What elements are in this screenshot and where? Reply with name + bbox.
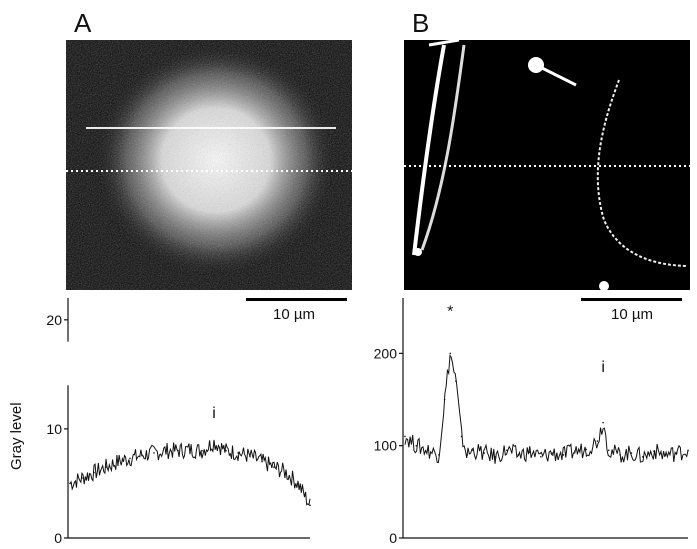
data-point — [506, 449, 508, 452]
data-trace — [404, 353, 689, 464]
chart-a: 0 10 20 i — [46, 298, 311, 546]
data-point — [129, 457, 131, 460]
data-point — [404, 435, 406, 438]
y-tick-label: 20 — [46, 312, 62, 328]
data-point — [619, 454, 621, 456]
data-point — [141, 454, 143, 456]
data-point — [540, 455, 542, 458]
data-point — [153, 452, 155, 454]
data-point — [249, 455, 251, 457]
data-point — [449, 352, 452, 355]
data-point — [528, 451, 531, 453]
data-point — [494, 455, 497, 458]
data-point — [237, 452, 239, 454]
data-point — [483, 452, 486, 454]
data-point — [309, 504, 311, 507]
data-point — [664, 454, 667, 456]
scale-bar-b — [581, 298, 682, 301]
micrograph-a-image — [66, 40, 352, 290]
micrograph-b-image — [404, 40, 690, 290]
data-point — [596, 440, 599, 442]
data-point — [460, 435, 463, 438]
y-tick-label: 100 — [374, 438, 398, 454]
data-point — [574, 450, 576, 453]
annotation-mark: i — [601, 359, 605, 376]
panel-label-b: B — [412, 8, 430, 38]
scale-bar-a — [246, 298, 347, 301]
y-axis-label: Gray level — [8, 402, 25, 470]
data-point — [630, 452, 633, 454]
data-point — [426, 449, 429, 452]
panel-label-a: A — [74, 8, 92, 38]
y-tick-label: 200 — [374, 345, 398, 361]
data-point — [117, 460, 119, 463]
data-point — [675, 452, 678, 454]
data-point — [472, 449, 474, 452]
data-trace — [69, 439, 311, 506]
data-point — [261, 460, 263, 463]
data-point — [653, 450, 655, 453]
data-point — [285, 471, 287, 474]
data-point — [177, 449, 179, 452]
data-point — [585, 448, 587, 451]
data-point — [165, 449, 167, 452]
y-tick-label: 10 — [46, 421, 62, 437]
annotation-mark: * — [447, 303, 453, 320]
data-point — [213, 441, 215, 443]
data-point — [551, 452, 553, 454]
scale-bar-label-a: 10 µm — [273, 306, 315, 323]
data-point — [687, 449, 689, 452]
micrograph-a — [66, 40, 352, 290]
data-point — [93, 471, 95, 474]
data-point — [105, 466, 107, 468]
data-point — [225, 449, 227, 452]
data-point — [69, 482, 71, 485]
data-point — [297, 482, 299, 485]
data-point — [466, 454, 469, 456]
data-point — [607, 449, 610, 452]
chart-b: 0 100 200 * i — [374, 298, 689, 546]
data-point — [455, 380, 457, 382]
data-point — [415, 444, 418, 447]
data-point — [201, 449, 203, 452]
data-point — [517, 454, 519, 456]
data-point — [641, 455, 644, 458]
y-tick-label: 0 — [389, 530, 397, 546]
y-tick-label: 0 — [54, 530, 62, 546]
scale-bar-label-b: 10 µm — [611, 306, 653, 323]
data-point — [81, 477, 83, 479]
annotation-mark: i — [212, 405, 216, 422]
data-point — [443, 398, 446, 401]
data-point — [273, 466, 275, 468]
data-point — [602, 421, 604, 424]
data-point — [189, 448, 191, 451]
micrograph-b — [404, 40, 690, 290]
data-point — [562, 454, 565, 456]
data-point — [438, 454, 440, 456]
